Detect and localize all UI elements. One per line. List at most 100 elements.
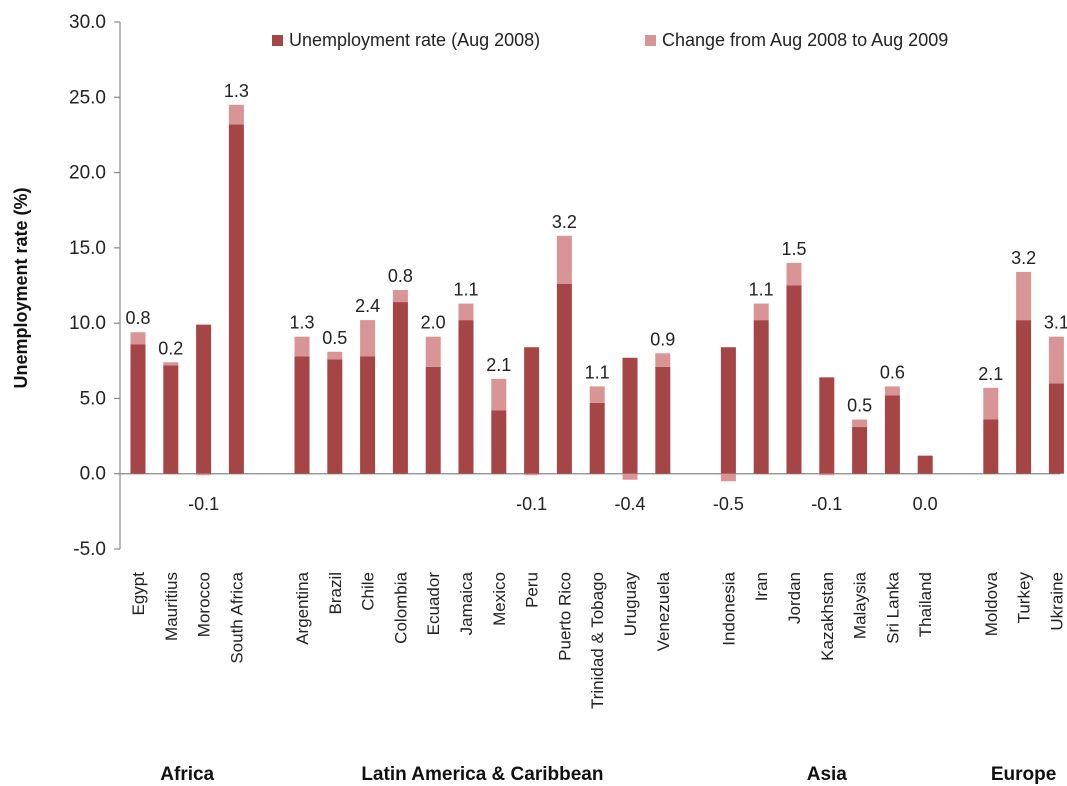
category-label: Peru xyxy=(523,572,542,608)
bar-base xyxy=(556,283,572,474)
bar-change xyxy=(1016,271,1032,321)
category-label: Uruguay xyxy=(621,572,640,637)
bar-change xyxy=(228,104,244,125)
category-label: Jamaica xyxy=(457,571,476,635)
bar-base xyxy=(852,427,868,474)
bar-change xyxy=(491,378,507,411)
category-label: Chile xyxy=(359,572,378,611)
category-label: Brazil xyxy=(326,572,345,615)
y-tick-label: 30.0 xyxy=(69,12,106,33)
data-label: -0.1 xyxy=(811,494,842,514)
bar-base xyxy=(196,324,212,474)
category-label: Kazakhstan xyxy=(818,572,837,661)
data-label: 3.2 xyxy=(552,212,577,232)
category-label: Argentina xyxy=(293,571,312,644)
bar-change xyxy=(884,386,900,396)
bar-change xyxy=(294,336,310,357)
category-label: South Africa xyxy=(227,571,246,663)
data-label: 0.5 xyxy=(322,328,347,348)
bar-change xyxy=(1048,336,1064,384)
bar-base xyxy=(1016,320,1032,474)
data-label: 0.8 xyxy=(388,266,413,286)
bar-base xyxy=(655,366,671,474)
bar-base xyxy=(228,124,244,474)
data-label: 1.1 xyxy=(749,280,774,300)
bar-base xyxy=(392,302,408,474)
data-label: 0.2 xyxy=(158,338,183,358)
bar-base xyxy=(786,285,802,474)
data-label: 3.1 xyxy=(1044,313,1067,333)
category-label: Thailand xyxy=(916,572,935,637)
legend-entry: Change from Aug 2008 to Aug 2009 xyxy=(662,30,948,50)
bar-base xyxy=(983,419,999,474)
category-label: Trinidad & Tobago xyxy=(588,572,607,709)
bar-change xyxy=(425,336,441,367)
bar-change xyxy=(360,320,376,357)
category-label: Mexico xyxy=(490,572,509,626)
bar-change xyxy=(589,386,605,403)
legend-swatch xyxy=(272,35,283,46)
bar-base xyxy=(360,356,376,474)
category-label: Ecuador xyxy=(424,572,443,636)
category-label: Morocco xyxy=(195,572,214,637)
bar-base xyxy=(753,320,769,474)
data-label: 2.4 xyxy=(355,296,380,316)
bar-change xyxy=(524,473,540,476)
bar-base xyxy=(884,395,900,474)
bar-change xyxy=(655,353,671,367)
data-label: 0.5 xyxy=(847,396,872,416)
bar-base xyxy=(458,320,474,474)
category-label: Ukraine xyxy=(1047,572,1066,631)
y-tick-label: 25.0 xyxy=(69,87,106,108)
y-tick-label: 20.0 xyxy=(69,163,106,184)
data-label: -0.1 xyxy=(188,494,219,514)
category-label: Turkey xyxy=(1015,572,1034,624)
bar-change xyxy=(852,419,868,428)
y-tick-label: -5.0 xyxy=(73,539,106,560)
data-label: 3.2 xyxy=(1011,248,1036,268)
region-label: Africa xyxy=(160,764,214,785)
data-label: 0.0 xyxy=(913,494,938,514)
data-label: 0.6 xyxy=(880,362,905,382)
category-label: Indonesia xyxy=(719,571,738,645)
legend-swatch xyxy=(645,35,656,46)
category-label: Colombia xyxy=(391,571,410,643)
data-label: -0.1 xyxy=(516,494,547,514)
y-tick-label: 10.0 xyxy=(69,313,106,334)
data-label: 0.9 xyxy=(650,329,675,349)
bar-base xyxy=(327,359,343,474)
y-tick-label: 15.0 xyxy=(69,238,106,259)
category-label: Moldova xyxy=(982,571,1001,636)
data-label: 1.1 xyxy=(453,280,478,300)
y-tick-label: 5.0 xyxy=(80,388,106,409)
bar-change xyxy=(556,235,572,284)
category-label: Puerto Rico xyxy=(555,572,574,661)
bar-base xyxy=(524,347,540,474)
category-label: Jordan xyxy=(785,572,804,624)
category-label: Egypt xyxy=(129,572,148,616)
category-label: Mauritius xyxy=(162,572,181,641)
data-label: 0.8 xyxy=(125,308,150,328)
data-label: -0.5 xyxy=(713,494,744,514)
bar-change xyxy=(786,262,802,286)
category-label: Iran xyxy=(752,572,771,601)
category-label: Sri Lanka xyxy=(883,571,902,643)
data-label: 1.5 xyxy=(781,239,806,259)
bar-base xyxy=(589,402,605,474)
bar-base xyxy=(1048,383,1064,474)
bar-change xyxy=(163,362,179,366)
bar-base xyxy=(294,356,310,474)
data-label: -0.4 xyxy=(614,494,645,514)
region-label: Europe xyxy=(991,764,1056,785)
bar-base xyxy=(491,410,507,474)
bar-base xyxy=(425,366,441,474)
bar-base xyxy=(917,455,933,474)
bar-change xyxy=(196,473,212,476)
bar-base xyxy=(720,347,736,474)
bar-change xyxy=(392,290,408,303)
bar-base xyxy=(130,344,146,474)
bar-change xyxy=(458,303,474,321)
data-label: 2.1 xyxy=(978,364,1003,384)
bar-change xyxy=(622,473,638,480)
